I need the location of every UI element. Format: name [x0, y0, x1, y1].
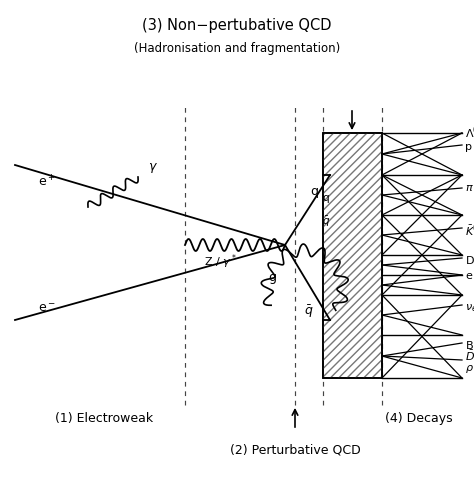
Text: B$^+$: B$^+$ [465, 337, 474, 353]
Text: D$^+$: D$^+$ [465, 252, 474, 268]
Text: $\bar{q}$: $\bar{q}$ [322, 215, 330, 229]
Text: e$^-$: e$^-$ [38, 301, 56, 315]
Bar [323, 133, 382, 378]
Text: q: q [310, 186, 318, 198]
Text: p: p [465, 142, 472, 152]
Text: e$^+$: e$^+$ [465, 268, 474, 283]
Text: $\rho^+$: $\rho^+$ [465, 359, 474, 377]
Text: g: g [268, 271, 276, 285]
Text: (1) Electroweak: (1) Electroweak [55, 412, 153, 424]
Text: (2) Perturbative QCD: (2) Perturbative QCD [229, 443, 360, 457]
Text: $\gamma$: $\gamma$ [148, 161, 158, 175]
Bar [323, 133, 382, 378]
Bar [323, 133, 382, 378]
Text: $\pi^-$: $\pi^-$ [465, 182, 474, 194]
Text: $\Lambda^0$: $\Lambda^0$ [465, 124, 474, 141]
Text: $\bar{q}$: $\bar{q}$ [304, 304, 313, 320]
Text: $\nu_e$: $\nu_e$ [465, 302, 474, 314]
Text: (Hadronisation and fragmentation): (Hadronisation and fragmentation) [134, 42, 340, 55]
Text: (4) Decays: (4) Decays [385, 412, 453, 424]
Text: (3) Non−pertubative QCD: (3) Non−pertubative QCD [142, 18, 332, 33]
Text: $\bar{K}^0$: $\bar{K}^0$ [465, 223, 474, 239]
Text: Z / $\gamma^*$: Z / $\gamma^*$ [204, 253, 237, 271]
Text: e$^+$: e$^+$ [38, 174, 56, 190]
Text: $\bar{D}^0$: $\bar{D}^0$ [465, 348, 474, 364]
Text: q: q [323, 193, 329, 203]
